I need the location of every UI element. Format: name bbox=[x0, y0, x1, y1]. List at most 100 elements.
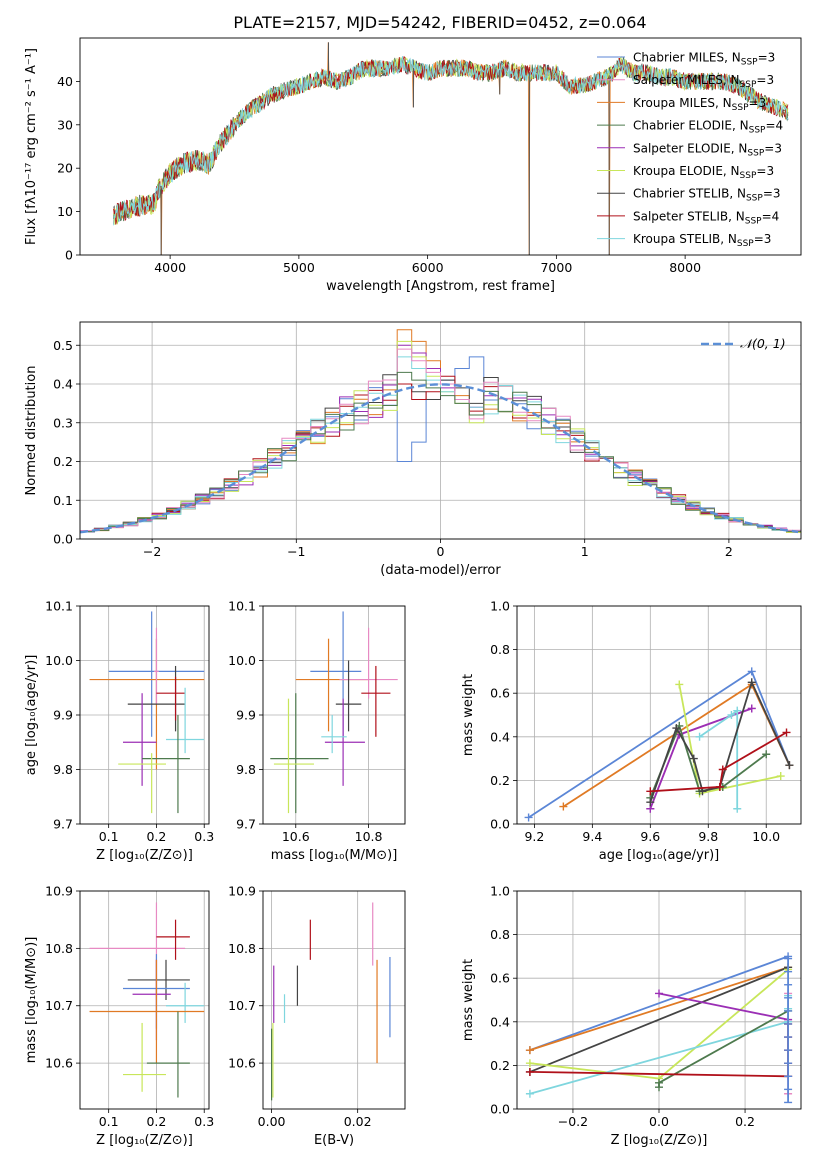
weight-marker bbox=[747, 704, 756, 713]
legend-item-salpeter-stelib: Salpeter STELIB, NSSP=4 bbox=[597, 209, 779, 226]
y-tick-label: 0.4 bbox=[490, 1014, 510, 1029]
y-tick-label: 10.6 bbox=[228, 1056, 256, 1071]
legend-label: Chabrier ELODIE, NSSP=4 bbox=[633, 119, 783, 136]
y-tick-label: 10.9 bbox=[45, 884, 73, 899]
errorbars bbox=[271, 902, 391, 1101]
weight-kroupa-miles bbox=[559, 680, 794, 811]
weight-marker bbox=[689, 754, 698, 763]
errorbar-chabrier-elodie bbox=[270, 693, 329, 814]
panel-age-vs-mass: 10.6 10.8 9.7 9.8 9.9 10.0 10.1 mass [log₁₀(M/M… bbox=[228, 599, 406, 863]
x-axis-label: Z [log₁₀(Z/Z⊙)] bbox=[611, 1133, 708, 1148]
legend-item-chabrier-elodie: Chabrier ELODIE, NSSP=4 bbox=[597, 119, 783, 136]
errorbar-chabrier-stelib bbox=[127, 959, 190, 1000]
legend-label: Kroupa STELIB, NSSP=3 bbox=[633, 232, 771, 249]
y-tick-label: 0 bbox=[65, 248, 73, 263]
errorbars bbox=[89, 611, 205, 814]
panel-residuals: −2 −1 0 1 2 0.0 0.1 0.2 0.3 0.4 0.5 (data-model)/er… bbox=[24, 321, 802, 578]
legend-label: Kroupa MILES, NSSP=3 bbox=[633, 96, 766, 113]
x-tick-label: 2 bbox=[725, 544, 733, 559]
x-tick-label: 10.8 bbox=[355, 829, 383, 844]
weight-marker bbox=[747, 678, 756, 687]
weight-marker bbox=[782, 728, 791, 737]
x-axis-label: E(B-V) bbox=[314, 1133, 354, 1148]
x-axis-label: (data-model)/error bbox=[380, 563, 501, 578]
weight-line bbox=[699, 708, 739, 809]
weight-marker bbox=[776, 772, 785, 781]
spectrum-kroupa-stelib bbox=[113, 56, 789, 226]
y-tick-label: 0.4 bbox=[53, 377, 73, 392]
weight-line bbox=[650, 731, 787, 793]
y-tick-label: 10.1 bbox=[228, 599, 256, 614]
weight-kroupa-stelib bbox=[695, 706, 742, 813]
legend-item-kroupa-miles: Kroupa MILES, NSSP=3 bbox=[597, 96, 766, 113]
axes-frame bbox=[262, 605, 406, 825]
axes-frame bbox=[262, 890, 406, 1110]
y-tick-label: 0.1 bbox=[53, 493, 73, 508]
y-tick-label: 9.7 bbox=[53, 817, 73, 832]
legend-item-kroupa-stelib: Kroupa STELIB, NSSP=3 bbox=[597, 232, 771, 249]
x-tick-label: 0.0 bbox=[649, 1114, 669, 1129]
y-tick-label: 10.0 bbox=[45, 653, 73, 668]
axes-frame bbox=[79, 37, 802, 256]
legend-label: Salpeter ELODIE, NSSP=3 bbox=[633, 141, 782, 158]
legend-item-salpeter-miles: Salpeter MILES, NSSP=3 bbox=[597, 73, 774, 90]
legend-label: Chabrier MILES, NSSP=3 bbox=[633, 51, 775, 68]
weight-marker bbox=[762, 750, 771, 759]
legend-item-salpeter-elodie: Salpeter ELODIE, NSSP=3 bbox=[597, 141, 782, 158]
errorbar-salpeter-elodie bbox=[132, 959, 171, 1041]
legend-label: Kroupa ELODIE, NSSP=3 bbox=[633, 164, 774, 181]
axes-frame bbox=[79, 321, 802, 540]
x-tick-label: 10.6 bbox=[282, 829, 310, 844]
errorbar-chabrier-elodie bbox=[142, 715, 190, 814]
weight-marker bbox=[525, 1059, 534, 1068]
errorbar-kroupa-stelib bbox=[321, 715, 347, 754]
panel-mass-vs-Z: 0.1 0.2 0.3 10.6 10.7 10.8 10.9 Z [log₁₀(Z/Z⊙)]… bbox=[24, 884, 214, 1149]
errorbars bbox=[270, 611, 398, 814]
y-tick-label: 10.8 bbox=[45, 941, 73, 956]
y-tick-label: 10.9 bbox=[228, 884, 256, 899]
legend-label: Chabrier STELIB, NSSP=3 bbox=[633, 187, 781, 204]
y-tick-label: 0.0 bbox=[490, 817, 510, 832]
x-tick-label: 9.8 bbox=[698, 829, 718, 844]
errorbar-salpeter-miles bbox=[89, 902, 186, 1000]
x-tick-label: 0.2 bbox=[735, 1114, 755, 1129]
x-tick-label: 9.4 bbox=[582, 829, 602, 844]
x-axis-label: age [log₁₀(age/yr)] bbox=[599, 848, 720, 863]
x-axis-label: Z [log₁₀(Z/Z⊙)] bbox=[96, 1133, 193, 1148]
errorbar-kroupa-stelib bbox=[166, 982, 205, 1023]
weight-marker bbox=[655, 1078, 663, 1087]
spectrum-lines bbox=[113, 42, 789, 255]
legend-label: Salpeter MILES, NSSP=3 bbox=[633, 73, 774, 90]
panel-mass-vs-EBV: 0.00 0.02 10.6 10.7 10.8 10.9 E(B-V) bbox=[228, 884, 406, 1148]
weight-marker bbox=[559, 802, 568, 811]
x-tick-label: 0.3 bbox=[194, 1114, 214, 1129]
y-tick-label: 0.8 bbox=[490, 642, 510, 657]
y-tick-label: 30 bbox=[57, 117, 73, 132]
y-tick-label: 10.8 bbox=[228, 941, 256, 956]
weight-marker bbox=[524, 813, 533, 822]
axes-frame bbox=[79, 605, 210, 825]
y-axis-label: age [log₁₀(age/yr)] bbox=[24, 655, 39, 776]
panel-spectrum: 4000 5000 6000 7000 8000 0 10 20 30 40 wavelength … bbox=[24, 37, 802, 294]
y-tick-label: 0.2 bbox=[53, 454, 73, 469]
histogram-kroupa-stelib bbox=[80, 356, 801, 533]
weight-lines bbox=[524, 667, 794, 822]
weight-marker bbox=[727, 711, 736, 719]
x-tick-label: 0.1 bbox=[99, 829, 119, 844]
axes-frame bbox=[79, 890, 210, 1110]
weight-marker bbox=[695, 732, 704, 741]
y-tick-label: 0.8 bbox=[490, 927, 510, 942]
errorbar-salpeter-stelib bbox=[361, 665, 391, 737]
histograms bbox=[80, 329, 801, 534]
y-tick-label: 0.5 bbox=[53, 338, 73, 353]
weight-marker bbox=[525, 1067, 534, 1076]
x-tick-label: 8000 bbox=[669, 260, 701, 275]
y-tick-label: 10 bbox=[57, 204, 73, 219]
y-tick-label: 9.9 bbox=[236, 708, 256, 723]
y-tick-label: 10.6 bbox=[45, 1056, 73, 1071]
y-tick-label: 9.8 bbox=[53, 762, 73, 777]
x-tick-label: 0 bbox=[437, 544, 445, 559]
panel-age-vs-Z: 0.1 0.2 0.3 9.7 9.8 9.9 10.0 10.1 Z [log₁₀(Z/Z⊙)… bbox=[24, 599, 214, 864]
errorbar-salpeter-stelib bbox=[156, 919, 190, 960]
